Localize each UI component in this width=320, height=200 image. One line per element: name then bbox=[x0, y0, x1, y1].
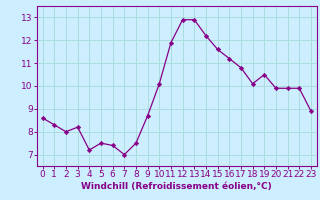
X-axis label: Windchill (Refroidissement éolien,°C): Windchill (Refroidissement éolien,°C) bbox=[81, 182, 272, 191]
